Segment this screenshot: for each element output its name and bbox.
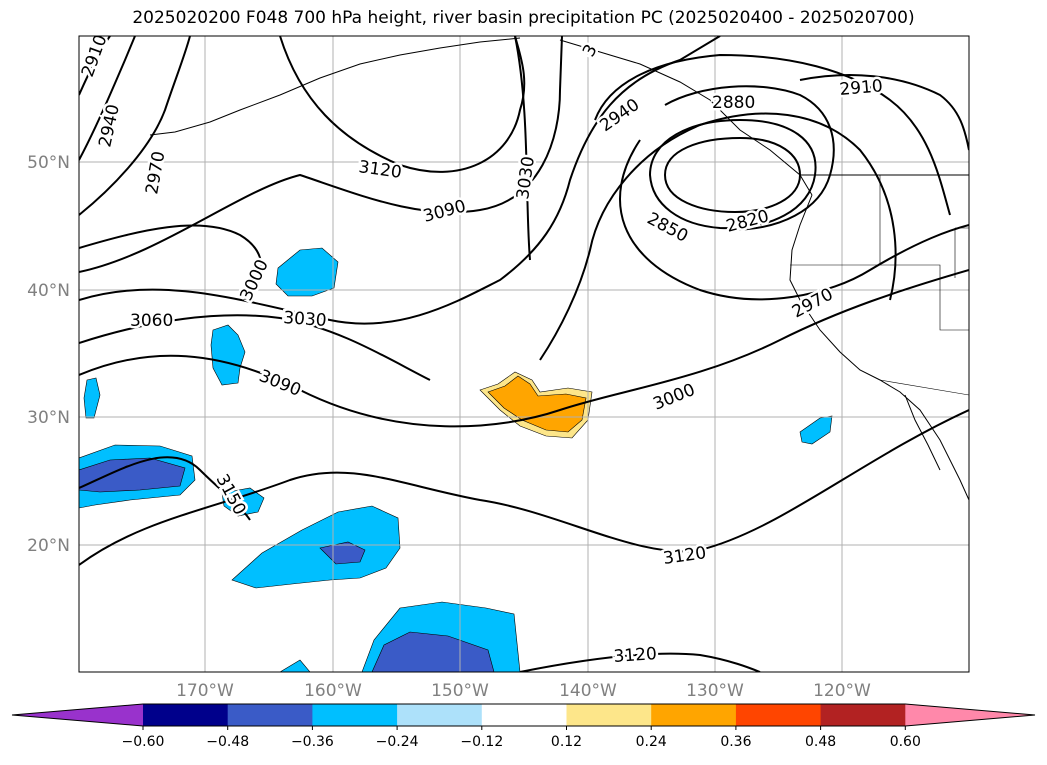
colorbar-tick-label: 0.60: [890, 734, 921, 750]
colorbar-segment: [481, 704, 567, 726]
blue-blob-40n-160w: [275, 247, 339, 297]
contour-label: 2880: [712, 93, 755, 113]
precip-shading: [79, 247, 833, 672]
colorbar-segment: [820, 704, 906, 726]
contour-label: 3120: [613, 644, 658, 667]
us-west-coast: [789, 194, 969, 501]
lat-label: 50°N: [27, 153, 70, 173]
contour-3090-south: [79, 269, 969, 428]
blue-blob-small-170w: [279, 659, 311, 672]
colorbar-tick-label: 0.48: [805, 734, 836, 750]
colorbar-tick-label: −0.36: [291, 734, 334, 750]
colorbar-extend-min: [12, 704, 143, 726]
contour-2940-east: [594, 53, 951, 216]
colorbar-segment: [227, 704, 313, 726]
blue-blob-32n-178w: [83, 377, 101, 419]
contour-2850: [648, 118, 817, 230]
contour-3060: [79, 314, 431, 381]
lat-label: 30°N: [27, 408, 70, 428]
contour-2880: [664, 85, 835, 231]
colorbar-tick-label: 0.12: [551, 734, 582, 750]
alaska-coast: [559, 39, 813, 196]
contour-3090: [79, 36, 563, 273]
contour-3000-west: [79, 224, 263, 301]
lon-label: 120°W: [813, 681, 871, 701]
colorbar-tick-label: 0.36: [720, 734, 751, 750]
height-contours: [79, 36, 969, 672]
longitude-labels: 170°W 160°W 150°W 140°W 130°W 120°W: [176, 681, 871, 701]
coastlines: [149, 37, 969, 501]
blue-blob-20n-158w: [231, 505, 401, 589]
contour-2940-west: [79, 36, 136, 161]
colorbar-tick-label: −0.24: [376, 734, 419, 750]
dark-blob-12n-150w: [371, 631, 495, 672]
lat-label: 20°N: [27, 536, 70, 556]
map-title: 2025020200 F048 700 hPa height, river ba…: [132, 8, 915, 28]
baja-coast: [904, 394, 941, 471]
colorbar-segment: [735, 704, 822, 726]
blue-blob-35n-168w: [210, 324, 246, 386]
mexico-border: [879, 379, 969, 396]
lon-label: 160°W: [304, 681, 362, 701]
lon-label: 140°W: [559, 681, 617, 701]
contour-label: 3060: [130, 311, 173, 331]
lon-label: 130°W: [686, 681, 744, 701]
map-frame: [78, 35, 970, 673]
dark-blob-25n-west: [79, 457, 186, 493]
latitude-labels: 20°N 30°N 40°N 50°N: [27, 153, 70, 556]
graticule: [79, 36, 969, 672]
colorbar-extend-max: [905, 704, 1035, 726]
colorbar-segment: [143, 704, 229, 726]
contour-3120-south: [79, 409, 969, 566]
colorbar-segment: [566, 704, 652, 726]
contour-2970-west: [79, 36, 191, 216]
colorbar-segment: [312, 704, 398, 726]
contour-label: 3030: [283, 308, 328, 331]
colorbar-segment: [651, 704, 737, 726]
colorbar: −0.60 −0.48 −0.36 −0.24 −0.12 0.12 0.24 0.36 0.4…: [11, 703, 1036, 750]
lon-label: 170°W: [176, 681, 234, 701]
contour-3030-east: [514, 36, 531, 261]
contour-3120-bottom: [519, 652, 761, 672]
contour-label: 2910: [839, 76, 884, 100]
colorbar-tick-label: 0.24: [636, 734, 667, 750]
contour-2820: [663, 136, 802, 214]
aleutian-islands: [149, 37, 521, 136]
colorbar-tick-label: −0.12: [460, 734, 503, 750]
colorbar-tick-label: −0.60: [122, 734, 165, 750]
contour-3120-north: [279, 36, 526, 173]
colorbar-segment: [397, 704, 483, 726]
contour-2910-east: [799, 74, 969, 151]
contour-2910-west: [79, 36, 111, 96]
contour-3000: [79, 36, 721, 325]
state-border-1: [790, 264, 969, 331]
lat-label: 40°N: [27, 281, 70, 301]
lon-label: 150°W: [431, 681, 489, 701]
contour-3150: [79, 456, 251, 521]
colorbar-tick-label: −0.48: [206, 734, 249, 750]
blue-blob-24n-167w: [221, 487, 265, 517]
blue-blob-28n-122w: [799, 415, 833, 445]
contour-2970-east: [619, 139, 969, 301]
